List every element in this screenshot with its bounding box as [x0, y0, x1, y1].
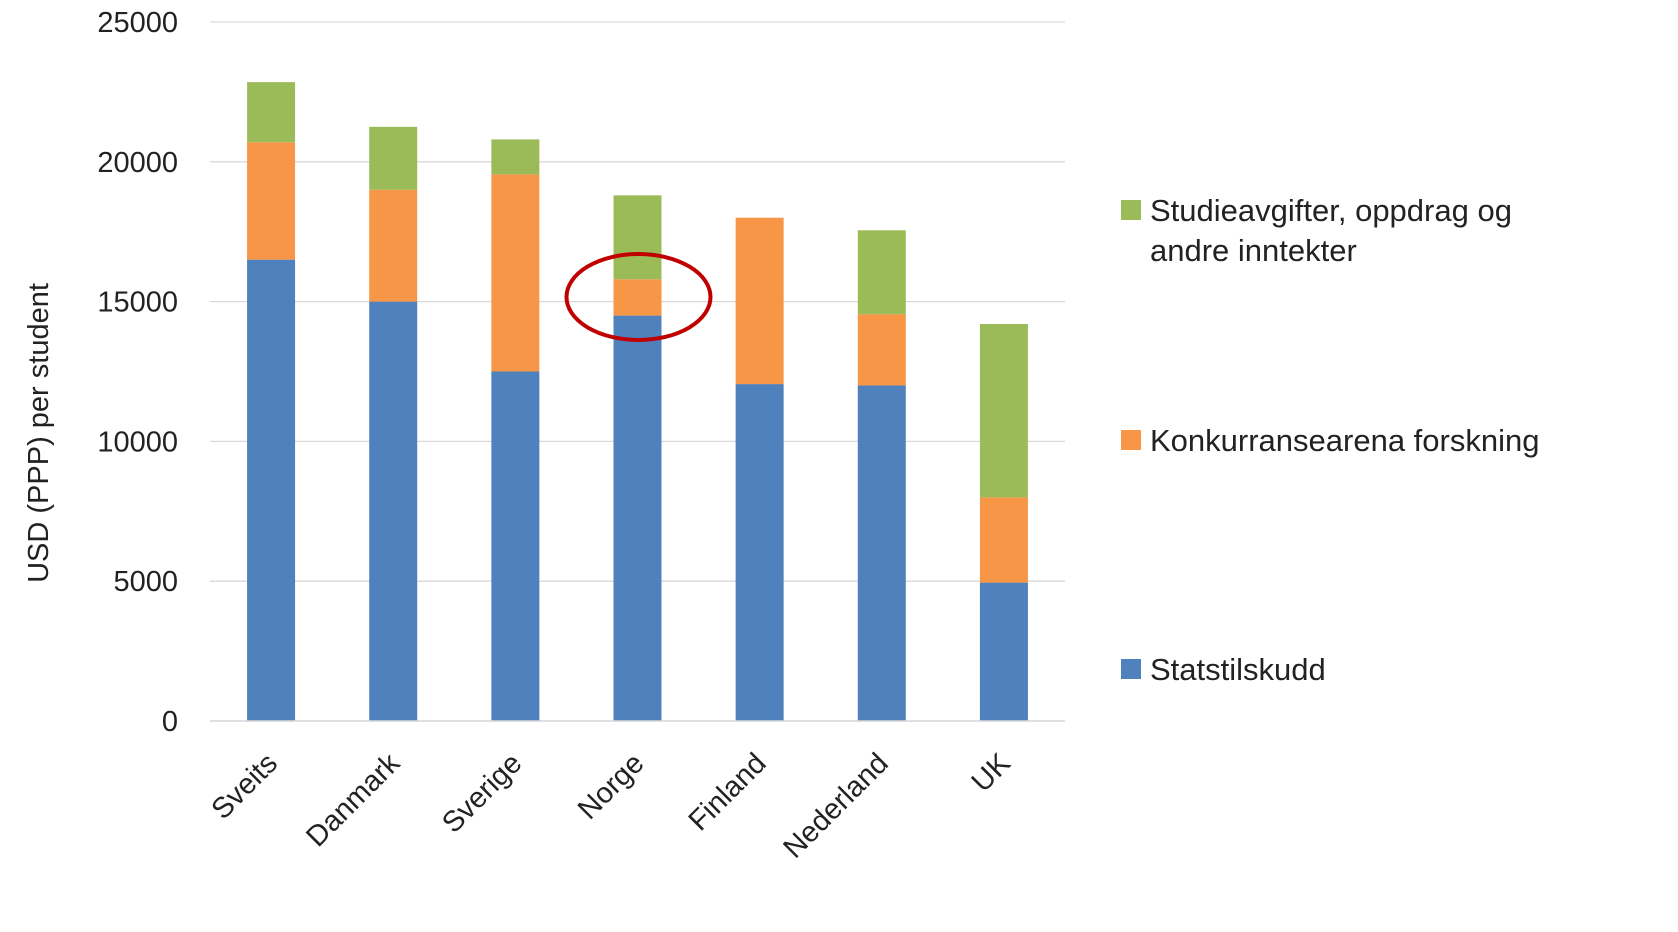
bar-segment: [247, 82, 296, 143]
bar-segment: [369, 301, 418, 721]
bar-segment: [491, 371, 540, 721]
bar-segment: [979, 323, 1028, 498]
bar-segment: [491, 139, 540, 175]
bar-segment: [369, 126, 418, 190]
bar-segment: [247, 142, 296, 260]
legend-label: Konkurransearena forskning: [1150, 423, 1539, 458]
x-tick-label: Sveits: [206, 747, 284, 825]
legend-swatch: [1121, 659, 1141, 679]
x-tick-label: Danmark: [300, 747, 406, 853]
y-axis-title: USD (PPP) per student: [23, 283, 55, 583]
bars: [247, 82, 1028, 721]
y-tick-label: 5000: [113, 566, 178, 598]
bar-segment: [613, 195, 662, 280]
bar-segment: [613, 279, 662, 316]
bar-segment: [857, 314, 906, 386]
x-tick-label: Finland: [683, 747, 773, 837]
annotation-layer: [564, 252, 713, 342]
legend-label: Statstilskudd: [1150, 652, 1326, 687]
legend-label-line: andre inntekter: [1150, 233, 1357, 268]
legend: Studieavgifter, oppdrag og andre inntekte…: [1121, 193, 1539, 687]
bar-segment: [979, 582, 1028, 721]
legend-swatch: [1121, 200, 1141, 220]
y-tick-label: 0: [162, 706, 178, 738]
x-tick-label: Nederland: [777, 747, 894, 864]
y-tick-label: 20000: [97, 147, 178, 179]
highlight-ellipse: [564, 252, 713, 342]
y-tick-label: 10000: [97, 426, 178, 458]
bar-segment: [735, 384, 784, 721]
x-tick-label: UK: [966, 747, 1018, 799]
legend-label: Studieavgifter, oppdrag og andre inntekte…: [1150, 193, 1512, 268]
y-tick-label: 25000: [97, 7, 178, 39]
y-tick-label: 15000: [97, 287, 178, 319]
bar-segment: [979, 497, 1028, 583]
bar-segment: [857, 385, 906, 721]
legend-label-line: Studieavgifter, oppdrag og: [1150, 193, 1512, 228]
x-tick-label: Norge: [572, 747, 650, 825]
x-tick-label: Sverige: [436, 747, 528, 839]
bar-segment: [491, 174, 540, 372]
bar-segment: [857, 230, 906, 315]
bar-segment: [369, 189, 418, 302]
legend-swatch: [1121, 430, 1141, 450]
bar-segment: [613, 315, 662, 721]
bar-segment: [247, 259, 296, 721]
axes: 0 5000 10000 15000 20000 25000 Sveits Danmark Sv…: [97, 7, 1065, 865]
bar-segment: [735, 217, 784, 385]
